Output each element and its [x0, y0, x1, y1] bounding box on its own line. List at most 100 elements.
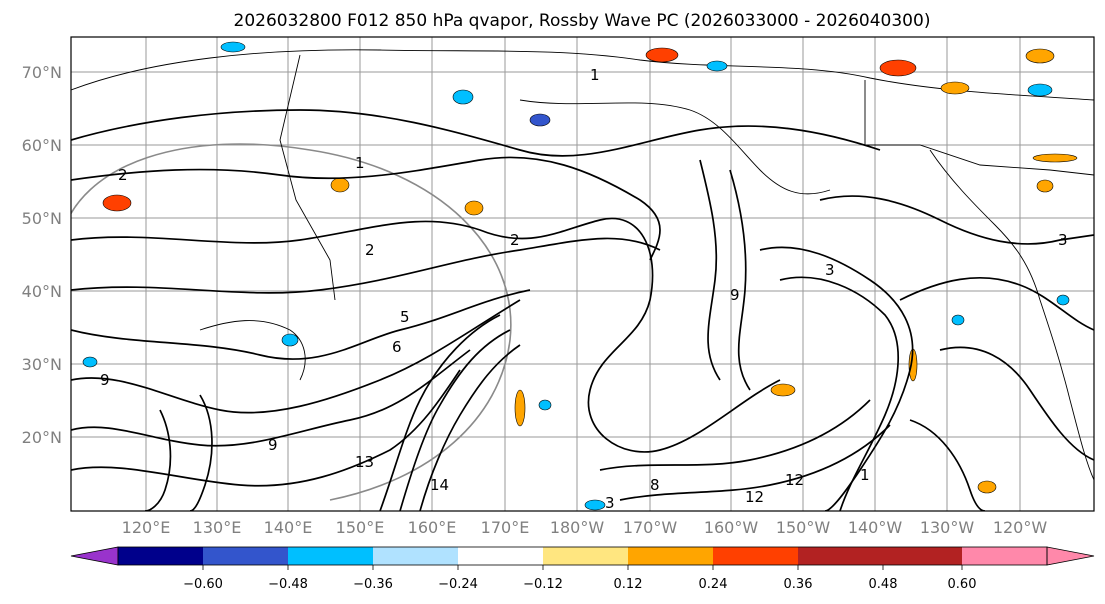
canada-border — [864, 80, 1094, 176]
contour-line — [599, 399, 871, 471]
contour-line — [144, 409, 172, 511]
colorbar-segment — [458, 547, 543, 565]
anomaly-negative — [1027, 83, 1053, 97]
lat-label-20n: 20°N — [22, 428, 62, 447]
colorbar: −0.60 −0.48 −0.36 −0.24 −0.12 0.12 0.24 … — [70, 546, 1095, 592]
colorbar-tick-label: 0.60 — [948, 577, 977, 592]
contour-line — [729, 169, 751, 391]
lon-label-160e: 160°E — [408, 518, 457, 537]
anomaly-positive — [770, 383, 796, 397]
colorbar-segment — [118, 547, 203, 565]
contour-line — [899, 276, 1094, 331]
qvapor-contours — [71, 109, 1094, 511]
lat-label-60n: 60°N — [22, 136, 62, 155]
anomaly-positive — [514, 389, 526, 427]
anomaly-negative — [584, 499, 606, 511]
anomaly-negative — [529, 113, 551, 127]
lat-label-50n: 50°N — [22, 209, 62, 228]
anomaly-positive — [1032, 153, 1078, 163]
colorbar-segment — [713, 547, 798, 565]
anomaly-positive — [940, 81, 970, 95]
colorbar-tick-label: 0.36 — [784, 577, 813, 592]
contour-line — [71, 299, 521, 414]
lon-label-130w: 130°W — [920, 518, 975, 537]
anomaly-positive — [645, 47, 679, 63]
contour-label: 2 — [365, 241, 375, 259]
contour-line — [71, 289, 531, 360]
japan-coast — [199, 320, 306, 381]
anomaly-negative — [82, 356, 98, 368]
contour-label: 6 — [392, 338, 402, 356]
contour-label: 9 — [730, 286, 740, 304]
contour-label: 12 — [785, 471, 804, 489]
map-background — [71, 37, 1094, 511]
contour-label: 5 — [400, 308, 410, 326]
contour-line — [909, 419, 986, 511]
lon-label-160w: 160°W — [704, 518, 759, 537]
lon-label-170e: 170°E — [481, 518, 530, 537]
colorbar-segment — [962, 547, 1047, 565]
lat-label-30n: 30°N — [22, 355, 62, 374]
contour-line — [71, 217, 781, 453]
colorbar-extend-high — [1046, 546, 1095, 566]
lon-label-120e: 120°E — [122, 518, 171, 537]
colorbar-segment — [543, 547, 628, 565]
contour-label: 9 — [268, 436, 278, 454]
lon-label-120w: 120°W — [993, 518, 1048, 537]
colorbar-tick-label: −0.48 — [268, 577, 308, 592]
contour-label: 8 — [650, 476, 660, 494]
contour-labels: 2 1 1 2 2 3 3 5 6 9 9 9 12 12 13 14 8 3 … — [100, 66, 1068, 512]
colorbar-tick-label: 0.12 — [614, 577, 643, 592]
contour-line — [71, 237, 661, 294]
colorbar-tick-label: −0.36 — [353, 577, 393, 592]
anomaly-positive — [102, 194, 132, 212]
anomaly-negative — [1056, 294, 1070, 306]
latitude-labels: 70°N 60°N 50°N 40°N 30°N 20°N — [22, 63, 62, 447]
kamchatka-coast — [279, 54, 336, 301]
anomaly-positive — [330, 177, 350, 193]
lon-label-150w: 150°W — [776, 518, 831, 537]
contour-label: 2 — [510, 231, 520, 249]
anomaly-negative — [220, 41, 246, 53]
alaska-coast — [519, 99, 831, 195]
anomaly-positive — [977, 480, 997, 494]
lat-label-40n: 40°N — [22, 282, 62, 301]
anomaly-negative — [706, 60, 728, 72]
contour-line — [399, 329, 511, 511]
contour-label: 3 — [825, 261, 835, 279]
lon-label-140e: 140°E — [264, 518, 313, 537]
lon-label-140w: 140°W — [848, 518, 903, 537]
contour-label: 1 — [590, 66, 600, 84]
colorbar-tick-label: 0.48 — [869, 577, 898, 592]
coastlines — [71, 49, 1094, 481]
lat-label-70n: 70°N — [22, 63, 62, 82]
colorbar-segment — [288, 547, 373, 565]
colorbar-segment — [628, 547, 713, 565]
contour-label: 2 — [118, 166, 128, 184]
colorbar-tick-label: −0.12 — [523, 577, 563, 592]
contour-label: 1 — [860, 466, 870, 484]
contour-line — [699, 159, 721, 381]
colorbar-tick-label: −0.60 — [183, 577, 223, 592]
contour-line — [779, 276, 900, 511]
contour-line — [419, 344, 521, 511]
colorbar-extend-low — [70, 546, 119, 566]
contour-label: 1 — [355, 154, 365, 172]
colorbar-outline — [117, 546, 1048, 566]
lon-label-180w: 180°W — [550, 518, 605, 537]
colorbar-tick-labels: −0.60 −0.48 −0.36 −0.24 −0.12 0.12 0.24 … — [183, 577, 976, 592]
anomaly-positive — [464, 200, 484, 216]
anomaly-positive — [1025, 48, 1055, 64]
contour-line — [819, 195, 1094, 245]
north-america-west-coast — [929, 149, 1094, 481]
contour-label: 3 — [1058, 231, 1068, 249]
anomaly-negative — [452, 89, 474, 105]
figure-title: 2026032800 F012 850 hPa qvapor, Rossby W… — [234, 11, 931, 31]
map-panel: 2 1 1 2 2 3 3 5 6 9 9 9 12 12 13 14 8 3 … — [22, 36, 1095, 537]
reference-circle — [71, 143, 512, 501]
map-frame — [70, 36, 1095, 512]
graticule — [71, 37, 1094, 511]
contour-label: 3 — [605, 494, 615, 512]
colorbar-tick-label: 0.24 — [699, 577, 728, 592]
